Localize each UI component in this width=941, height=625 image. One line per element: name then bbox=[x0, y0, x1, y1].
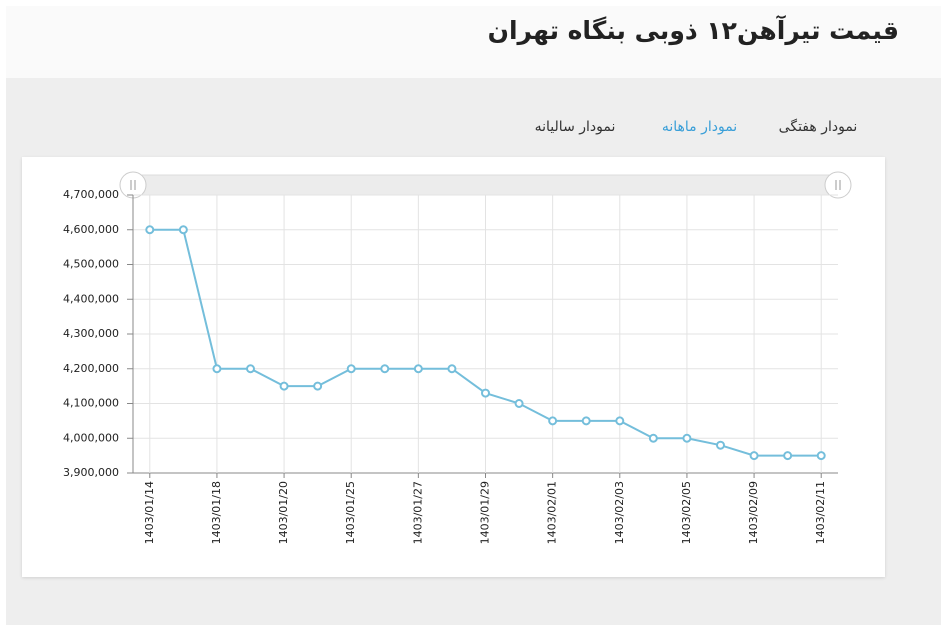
data-point bbox=[380, 364, 390, 374]
data-point bbox=[581, 416, 591, 426]
data-point bbox=[682, 433, 692, 443]
tab[interactable]: نمودار سالیانه bbox=[534, 119, 616, 135]
y-tick-label: 4,100,000 bbox=[63, 397, 119, 410]
x-tick-label: 1403/01/18 bbox=[210, 481, 223, 544]
data-point bbox=[279, 381, 289, 391]
data-point bbox=[783, 451, 793, 461]
page-title: قیمت تیرآهن۱۲ ذوبی بنگاه تهران bbox=[487, 16, 899, 45]
data-point bbox=[346, 364, 356, 374]
data-point bbox=[145, 225, 155, 235]
y-tick-label: 4,300,000 bbox=[63, 327, 119, 340]
data-point bbox=[514, 399, 524, 408]
y-tick-label: 4,500,000 bbox=[63, 258, 119, 271]
data-point bbox=[447, 364, 457, 374]
x-tick-label: 1403/02/09 bbox=[747, 481, 760, 544]
data-point bbox=[481, 388, 490, 398]
x-tick-label: 1403/02/03 bbox=[613, 481, 626, 544]
data-point bbox=[816, 451, 826, 461]
y-tick-label: 4,600,000 bbox=[63, 223, 119, 236]
x-tick-label: 1403/01/29 bbox=[479, 481, 492, 544]
y-tick-label: 4,200,000 bbox=[63, 362, 119, 375]
data-point bbox=[313, 381, 323, 391]
tab[interactable]: نمودار هفتگی bbox=[778, 119, 858, 135]
x-tick-label: 1403/01/27 bbox=[411, 481, 424, 544]
data-point bbox=[246, 364, 255, 374]
data-point bbox=[615, 416, 625, 426]
data-point bbox=[413, 364, 423, 374]
slider-handle[interactable] bbox=[824, 171, 852, 199]
x-tick-label: 1403/01/25 bbox=[344, 481, 357, 544]
y-tick-label: 3,900,000 bbox=[63, 466, 119, 479]
x-tick-label: 1403/02/11 bbox=[814, 481, 827, 544]
y-tick-label: 4,400,000 bbox=[63, 292, 119, 305]
x-tick-label: 1403/01/20 bbox=[277, 481, 290, 544]
x-tick-label: 1403/02/01 bbox=[546, 481, 559, 544]
data-point bbox=[178, 225, 188, 235]
header: قیمت تیرآهن۱۲ ذوبی بنگاه تهران bbox=[6, 6, 941, 78]
x-tick-label: 1403/01/14 bbox=[143, 481, 156, 544]
y-tick-label: 4,000,000 bbox=[63, 431, 119, 444]
data-point bbox=[716, 440, 725, 450]
x-tick-label: 1403/02/05 bbox=[680, 481, 693, 544]
data-point bbox=[212, 364, 222, 374]
data-point bbox=[749, 451, 759, 461]
slider-handle[interactable] bbox=[119, 171, 147, 199]
y-tick-label: 4,700,000 bbox=[63, 188, 119, 201]
data-point bbox=[648, 433, 658, 443]
data-point bbox=[548, 416, 558, 426]
range-slider[interactable] bbox=[132, 174, 839, 196]
